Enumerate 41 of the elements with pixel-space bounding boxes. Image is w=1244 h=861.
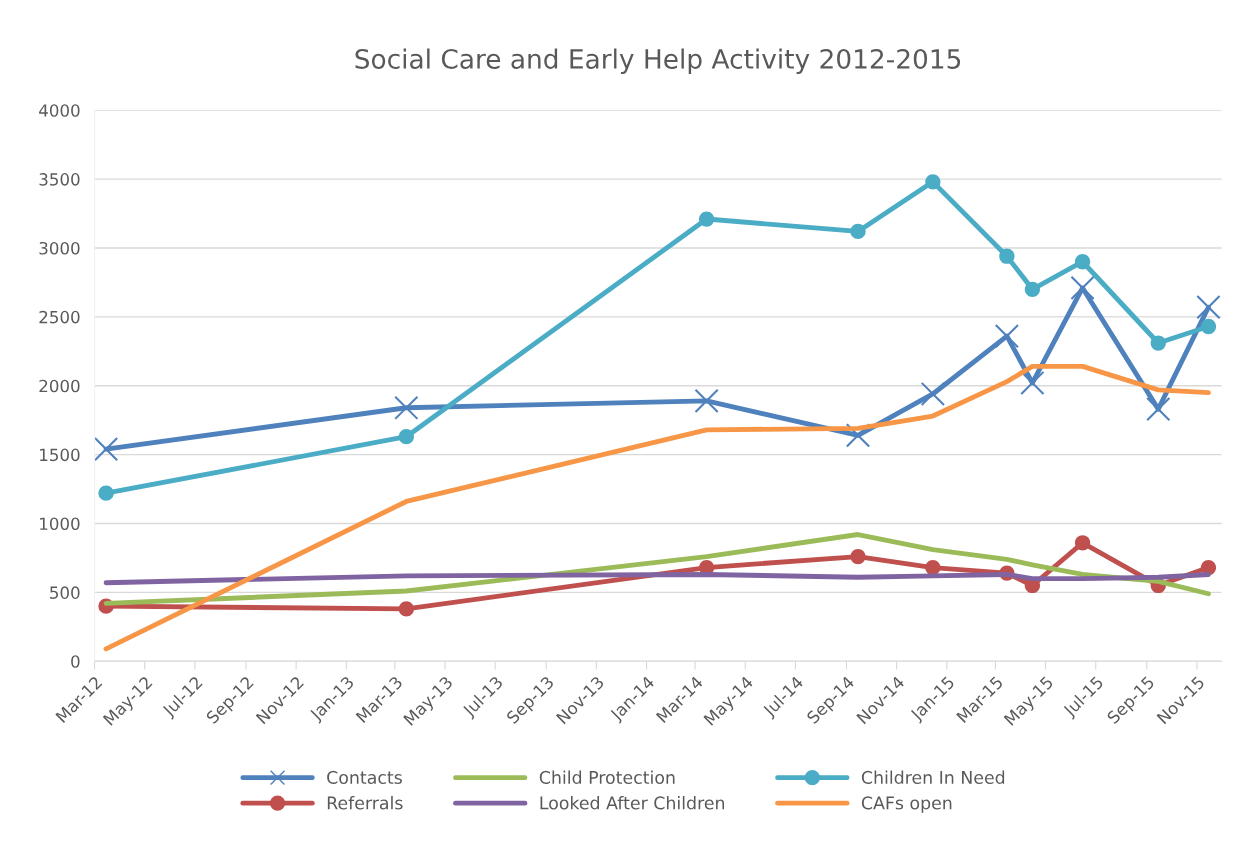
legend-label: Looked After Children xyxy=(540,796,725,810)
chart-title: Social Care and Early Help Activity 2012-2015 xyxy=(355,48,961,75)
point xyxy=(1070,275,1095,301)
y-tick-label: 500 xyxy=(50,586,80,599)
point xyxy=(1024,281,1041,297)
point xyxy=(1150,335,1166,351)
point xyxy=(925,174,941,190)
y-tick-label: 2000 xyxy=(39,379,80,393)
y-tick-label: 0 xyxy=(71,655,80,668)
point xyxy=(850,223,866,240)
point xyxy=(398,601,414,617)
y-tick-label: 2500 xyxy=(39,310,80,324)
point xyxy=(694,388,719,414)
point xyxy=(398,429,414,445)
point xyxy=(1146,397,1171,422)
y-tick-label: 3000 xyxy=(39,241,80,255)
legend-label: Referrals xyxy=(327,796,403,810)
point xyxy=(999,248,1015,264)
point xyxy=(850,548,866,565)
point xyxy=(98,485,114,501)
y-tick-label: 1000 xyxy=(40,517,80,531)
point xyxy=(845,423,871,448)
legend-label: Children In Need xyxy=(861,770,1005,784)
legend-label: Contacts xyxy=(327,770,402,784)
point xyxy=(920,381,945,407)
point xyxy=(698,211,715,227)
y-tick-label: 4000 xyxy=(39,104,80,117)
point xyxy=(1196,295,1221,320)
point xyxy=(1020,370,1045,396)
y-tick-label: 1500 xyxy=(40,448,80,462)
point xyxy=(1074,535,1091,551)
legend-label: CAFs open xyxy=(861,796,952,813)
point xyxy=(1074,254,1091,270)
line-series xyxy=(103,364,1211,652)
point xyxy=(94,436,119,462)
legend-label: Child Protection xyxy=(539,770,675,784)
y-tick-label: 3500 xyxy=(39,173,80,186)
point xyxy=(394,395,419,420)
point xyxy=(1200,318,1217,335)
point xyxy=(994,323,1020,349)
point xyxy=(925,559,941,576)
